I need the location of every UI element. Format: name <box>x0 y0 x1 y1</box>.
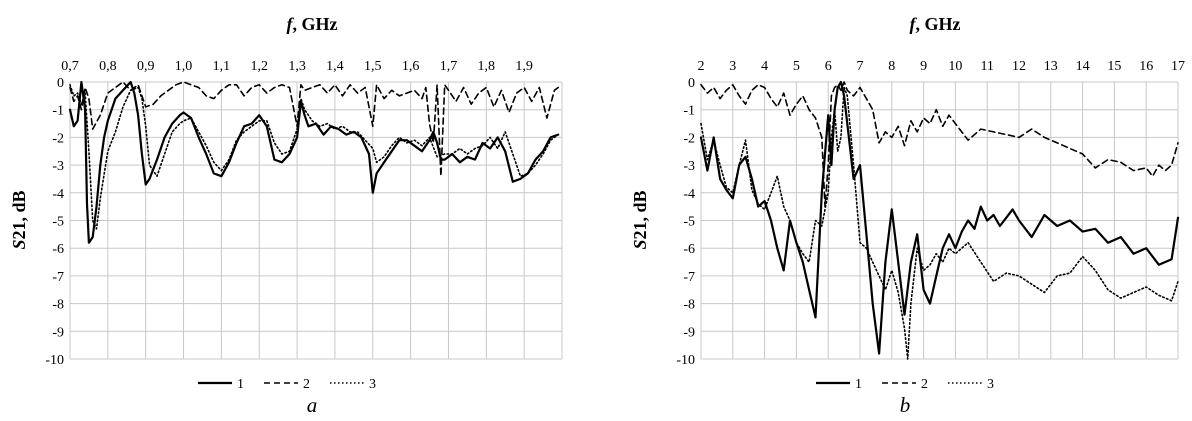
chart-b-xticks: 2 3 4 5 6 7 8 9 10 11 12 13 14 15 16 17 <box>698 59 1186 74</box>
chart-a-xlabel-rest: , GHz <box>293 14 338 34</box>
chart-b-legend-label-3: 3 <box>987 377 994 392</box>
chart-a-xtick-label: 0,7 <box>61 59 79 74</box>
chart-a-yticks: 0 -1 -2 -3 -4 -5 -6 -7 -8 -9 -10 <box>45 76 64 368</box>
chart-b-series-2-line <box>700 81 1179 208</box>
chart-b-legend-label-2: 2 <box>921 377 928 392</box>
chart-b-xlabel-italic: f <box>910 14 918 34</box>
chart-a-xtick-label: 1,0 <box>175 59 193 74</box>
chart-a-xtick-label: 1,5 <box>364 59 382 74</box>
chart-a-xlabel-italic: f <box>287 14 295 34</box>
chart-a-xtick-label: 1,6 <box>402 59 420 74</box>
chart-b-series-3-line <box>700 86 1179 360</box>
chart-a-ytick-label: -1 <box>52 104 64 119</box>
chart-a-series-3-line <box>69 84 560 230</box>
chart-b-xtick-label: 5 <box>793 59 800 74</box>
chart-a-ytick-label: -3 <box>52 159 64 174</box>
chart-b-ytick-label: -4 <box>683 187 695 202</box>
chart-b-ytick-label: -10 <box>676 353 695 368</box>
chart-b-ytick-label: -9 <box>683 325 695 340</box>
chart-a-ytick-label: -10 <box>45 353 64 368</box>
chart-b-grid <box>700 81 1179 360</box>
chart-a-legend-label-2: 2 <box>303 377 310 392</box>
chart-a-ytick-label: -4 <box>52 187 64 202</box>
chart-b-ylabel-rest: 21, dB <box>630 190 650 239</box>
chart-b-yticks: 0 -1 -2 -3 -4 -5 -6 -7 -8 -9 -10 <box>676 76 695 368</box>
chart-b-xtick-label: 6 <box>825 59 832 74</box>
chart-a-xtick-label: 1,3 <box>288 59 306 74</box>
chart-b-xtick-label: 7 <box>857 59 864 74</box>
chart-b-xtick-label: 17 <box>1171 59 1185 74</box>
chart-b-ytick-label: -2 <box>683 131 695 146</box>
chart-b-series <box>699 80 1180 360</box>
chart-a-ytick-label: 0 <box>57 76 64 91</box>
chart-b-ylabel: S21, dB <box>630 190 650 249</box>
chart-a-xtick-label: 1,4 <box>326 59 344 74</box>
chart-b-ytick-label: -3 <box>683 159 695 174</box>
chart-b-ytick-label: -6 <box>683 242 695 257</box>
chart-b-legend: 1 2 3 <box>816 377 994 392</box>
chart-b-ytick-label: -8 <box>683 298 695 313</box>
chart-b-ytick-label: -1 <box>683 104 695 119</box>
chart-a-legend: 1 2 3 <box>198 377 376 392</box>
chart-b-panel-label: b <box>900 393 911 417</box>
chart-a-ylabel-rest: 21, dB <box>9 190 29 239</box>
chart-b-xtick-label: 14 <box>1076 59 1090 74</box>
chart-a-ytick-label: -8 <box>52 298 64 313</box>
chart-b-series-1-line <box>699 80 1180 355</box>
chart-a-xtick-label: 0,9 <box>137 59 155 74</box>
chart-a-legend-label-3: 3 <box>369 377 376 392</box>
chart-b-xtick-label: 9 <box>920 59 927 74</box>
chart-a-ytick-label: -5 <box>52 215 64 230</box>
chart-a-legend-label-1: 1 <box>237 377 244 392</box>
chart-a-series-2-line <box>69 81 560 177</box>
chart-a-xtick-label: 0,8 <box>99 59 117 74</box>
chart-b-xtick-label: 13 <box>1044 59 1058 74</box>
chart-b-xlabel-rest: , GHz <box>916 14 961 34</box>
chart-a-xtick-label: 1,9 <box>515 59 533 74</box>
chart-a-ylabel-italic: S <box>9 240 29 250</box>
chart-b-ylabel-italic: S <box>630 240 650 250</box>
chart-a-xticks: 0,7 0,8 0,9 1,0 1,1 1,2 1,3 1,4 1,5 1,6 1,7 1,8 1,9 <box>61 59 533 74</box>
chart-b-xtick-label: 8 <box>888 59 895 74</box>
chart-a-xtick-label: 1,2 <box>250 59 268 74</box>
chart-b: f, GHz 2 3 4 5 6 7 8 9 10 11 12 13 14 15 16 17 0-1-2-3-… <box>630 14 1185 417</box>
chart-b-xtick-label: 15 <box>1107 59 1121 74</box>
chart-b-ytick-label: 0 <box>688 76 695 91</box>
chart-a-panel-label: a <box>307 393 318 417</box>
chart-a: f, GHz 0,7 0,8 0,9 1,0 1,1 1,2 1,3 1,4 1,5 1,6 1,7… <box>9 14 563 417</box>
chart-b-legend-label-1: 1 <box>855 377 862 392</box>
chart-a-ytick-label: -2 <box>52 131 64 146</box>
chart-b-xtick-label: 16 <box>1139 59 1153 74</box>
chart-b-xlabel: f, GHz <box>910 14 961 34</box>
chart-a-xtick-label: 1,1 <box>213 59 231 74</box>
chart-a-ytick-label: -9 <box>52 325 64 340</box>
chart-b-xtick-label: 2 <box>698 59 705 74</box>
chart-a-ytick-label: -6 <box>52 242 64 257</box>
chart-a-xlabel: f, GHz <box>287 14 338 34</box>
chart-a-xtick-label: 1,8 <box>478 59 496 74</box>
chart-b-xtick-label: 3 <box>729 59 736 74</box>
chart-b-xtick-label: 10 <box>948 59 962 74</box>
chart-b-xtick-label: 12 <box>1012 59 1026 74</box>
chart-a-ylabel: S21, dB <box>9 190 29 249</box>
chart-a-series <box>68 80 560 244</box>
chart-b-ytick-label: -5 <box>683 215 695 230</box>
chart-a-ytick-label: -7 <box>52 270 64 285</box>
chart-a-xtick-label: 1,7 <box>440 59 458 74</box>
chart-a-series-1-line <box>68 80 560 244</box>
chart-b-ytick-label: -7 <box>683 270 695 285</box>
chart-b-xtick-label: 4 <box>761 59 768 74</box>
chart-b-xtick-label: 11 <box>980 59 993 74</box>
